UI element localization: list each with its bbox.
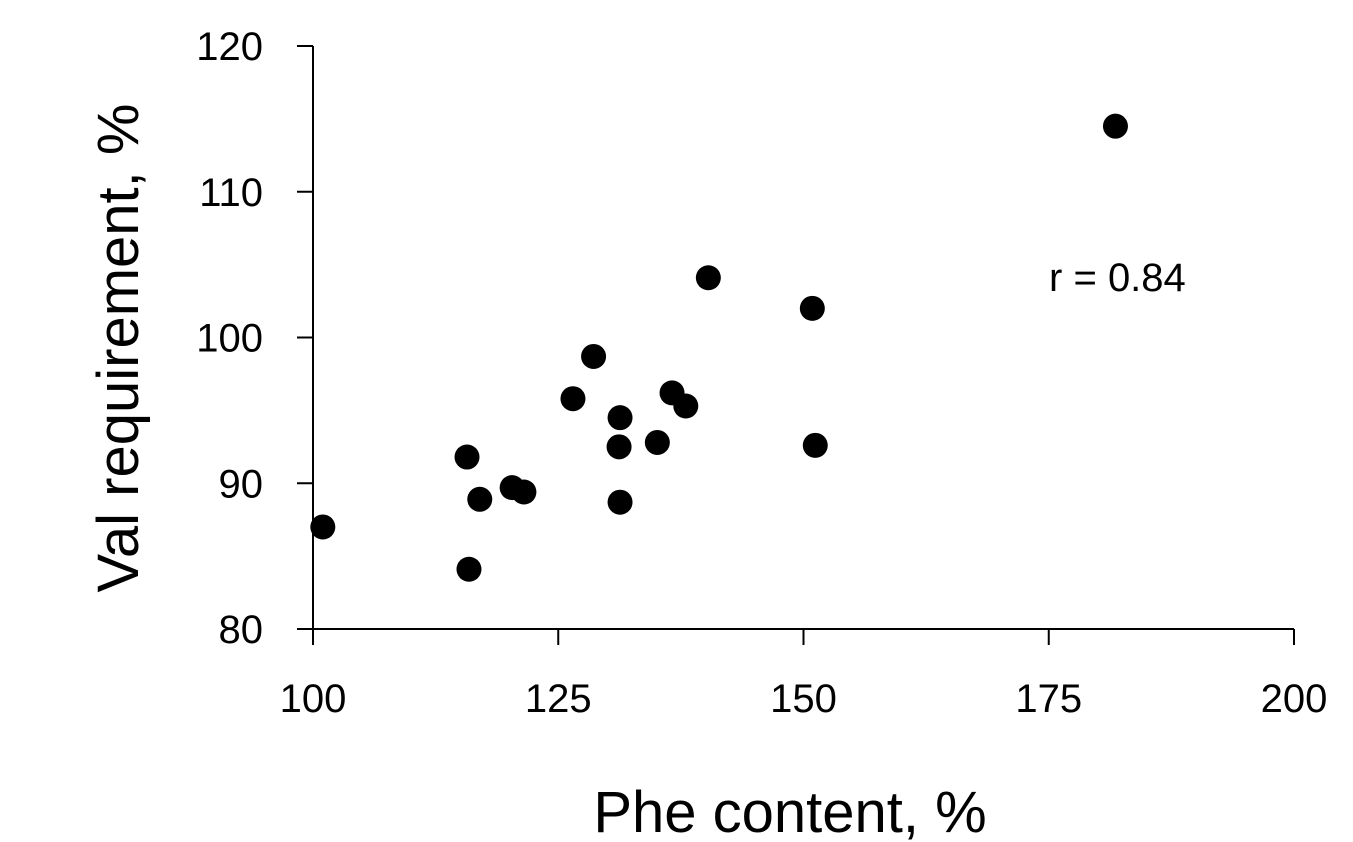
x-tick-label: 200 (1261, 677, 1328, 721)
x-axis-ticks: 100 125 150 175 200 (280, 629, 1328, 721)
data-point (467, 486, 493, 512)
y-axis-ticks: 80 90 100 110 120 (196, 25, 313, 652)
y-axis-title: Val requirement, % (86, 104, 151, 593)
data-point (1102, 113, 1128, 139)
data-point (606, 434, 632, 460)
y-tick-label: 120 (196, 25, 263, 69)
data-point (310, 514, 336, 540)
data-point (581, 343, 607, 369)
data-point (673, 393, 699, 419)
y-tick-label: 100 (196, 317, 263, 361)
y-tick-label: 80 (219, 608, 264, 652)
data-points (310, 113, 1128, 582)
y-tick-label: 90 (219, 462, 264, 506)
data-point (802, 432, 828, 458)
data-point (644, 429, 670, 455)
x-tick-label: 175 (1015, 677, 1082, 721)
x-tick-label: 150 (770, 677, 837, 721)
data-point (799, 295, 825, 321)
axes (312, 46, 1294, 630)
x-tick-label: 125 (525, 677, 592, 721)
x-tick-label: 100 (280, 677, 347, 721)
data-point (607, 489, 633, 515)
data-point (560, 386, 586, 412)
y-tick-label: 110 (199, 171, 263, 215)
data-point (456, 556, 482, 582)
data-point (511, 479, 537, 505)
correlation-annotation: r = 0.84 (1049, 256, 1186, 300)
data-point (607, 405, 633, 431)
data-point (454, 444, 480, 470)
x-axis-title: Phe content, % (593, 780, 986, 842)
data-point (695, 265, 721, 291)
